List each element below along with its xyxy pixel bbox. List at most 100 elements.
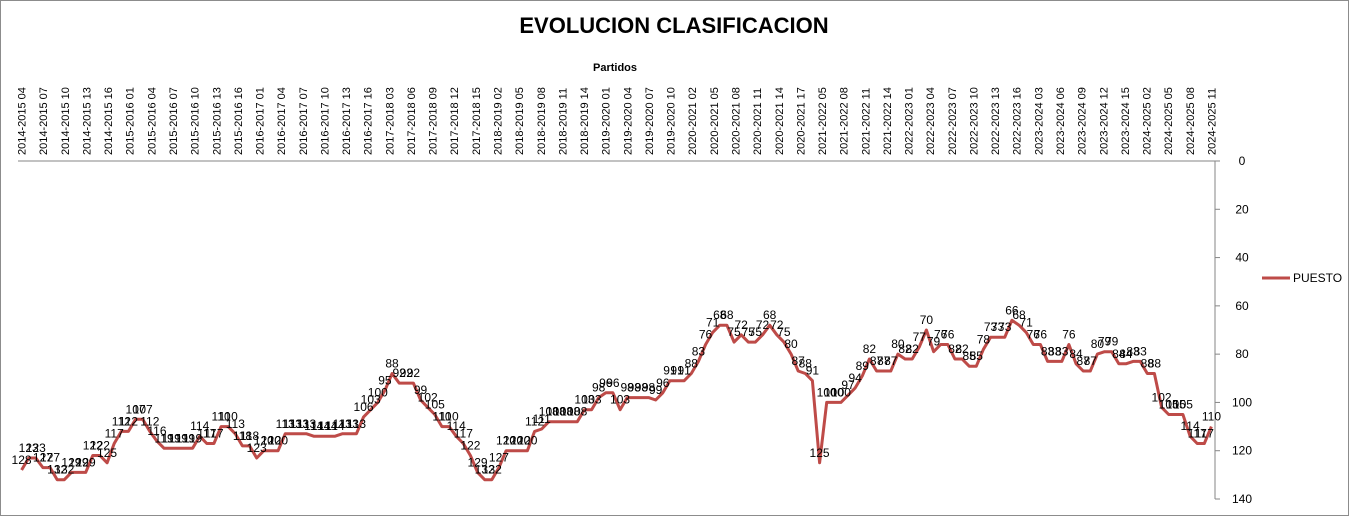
data-label: 127 [40,451,60,465]
data-label: 117 [1195,426,1214,440]
data-label: 120 [496,434,516,448]
data-label: 89 [856,359,870,373]
x-tick-label: 2016-2017 01 [255,87,267,155]
x-tick-label: 2017-2018 12 [449,87,461,155]
data-label: 120 [510,434,530,448]
data-label: 127 [33,451,53,465]
x-tick-label: 2022-2023 01 [904,87,916,155]
y-axis-ticks: 0 20 40 60 80 100 120 140 [1215,154,1252,506]
data-label: 68 [1012,308,1026,322]
data-label: 82 [948,342,962,356]
data-label: 103 [582,393,602,407]
y-tick-label: 100 [1232,395,1252,409]
x-tick-label: 2014-2015 16 [103,87,115,155]
x-tick-label: 2024-2025 02 [1142,87,1154,155]
chart-title: EVOLUCION CLASIFICACION [519,13,828,38]
data-label: 120 [254,434,274,448]
data-label: 108 [553,405,573,419]
data-label: 88 [799,356,813,370]
data-label: 68 [720,308,734,322]
data-label: 77 [913,330,927,344]
data-label: 73 [998,320,1012,334]
x-tick-label: 2023-2024 15 [1120,87,1132,155]
x-tick-label: 2020-2021 05 [709,87,721,155]
x-tick-label: 2014-2015 13 [81,87,93,155]
data-label: 117 [454,426,473,440]
x-tick-label: 2023-2024 12 [1098,87,1110,155]
data-label: 87 [792,354,806,368]
data-label: 132 [482,463,502,477]
data-label: 100 [368,385,388,399]
x-tick-label: 2022-2023 04 [925,87,937,155]
data-label: 99 [649,383,663,397]
data-label: 82 [906,342,920,356]
y-tick-label: 60 [1235,299,1249,313]
data-label: 91 [678,364,692,378]
x-tick-label: 2016-2017 16 [363,87,375,155]
x-tick-label: 2021-2022 11 [860,88,872,155]
data-label: 120 [261,434,281,448]
data-label: 107 [126,402,146,416]
data-label: 79 [1105,335,1119,349]
x-tick-label: 2024-2025 05 [1163,87,1175,155]
data-label: 87 [884,354,898,368]
data-label: 91 [663,364,677,378]
data-label: 122 [83,439,103,453]
data-label: 76 [934,327,948,341]
data-label: 118 [240,429,259,443]
legend-label-puesto: PUESTO [1293,271,1342,285]
y-tick-label: 120 [1232,444,1252,458]
data-label: 84 [1069,347,1083,361]
data-label: 71 [1020,315,1034,329]
data-label: 114 [318,419,337,433]
data-label: 80 [1091,337,1105,351]
data-label: 83 [1048,344,1062,358]
data-label: 76 [1034,327,1048,341]
data-label: 103 [361,393,381,407]
x-tick-label: 2015-2016 04 [146,87,158,155]
x-tick-label: 2015-2016 13 [211,87,223,155]
data-label: 112 [119,414,138,428]
data-label: 79 [927,335,941,349]
data-label: 71 [706,315,720,329]
x-axis-title: Partidos [593,62,637,74]
data-label: 75 [727,325,741,339]
data-label: 98 [592,381,606,395]
data-label: 96 [656,376,670,390]
data-label: 75 [749,325,763,339]
x-tick-label: 2023-2024 09 [1077,87,1089,155]
data-label: 119 [154,431,173,445]
data-label: 110 [1202,410,1221,424]
data-label: 92 [400,366,414,380]
data-label: 108 [560,405,580,419]
x-tick-label: 2019-2020 10 [666,87,678,155]
x-tick-label: 2020-2021 17 [795,87,807,155]
x-tick-label: 2014-2015 07 [38,87,50,155]
x-tick-label: 2015-2016 16 [233,87,245,155]
data-label: 92 [407,366,421,380]
data-label: 87 [1077,354,1091,368]
data-label: 98 [642,381,656,395]
data-label: 112 [140,414,159,428]
x-tick-label: 2019-2020 04 [622,87,634,155]
data-label: 113 [340,417,359,431]
data-label: 80 [891,337,905,351]
data-label: 129 [76,455,96,469]
data-label: 113 [347,417,366,431]
data-label: 75 [742,325,756,339]
x-tick-label: 2020-2021 08 [730,87,742,155]
data-label: 110 [432,410,451,424]
data-label: 113 [283,417,302,431]
data-label: 114 [190,419,209,433]
data-label: 87 [1084,354,1098,368]
data-labels: 1281231231271271321321291291291221221251… [12,303,1222,476]
x-tick-label: 2018-2019 14 [579,87,591,155]
data-label: 105 [1159,398,1179,412]
data-label: 108 [546,405,566,419]
data-label: 108 [567,405,587,419]
data-label: 120 [268,434,288,448]
x-tick-label: 2019-2020 01 [601,87,613,155]
data-label: 105 [1173,398,1193,412]
data-label: 123 [26,441,46,455]
data-label: 119 [183,431,202,445]
